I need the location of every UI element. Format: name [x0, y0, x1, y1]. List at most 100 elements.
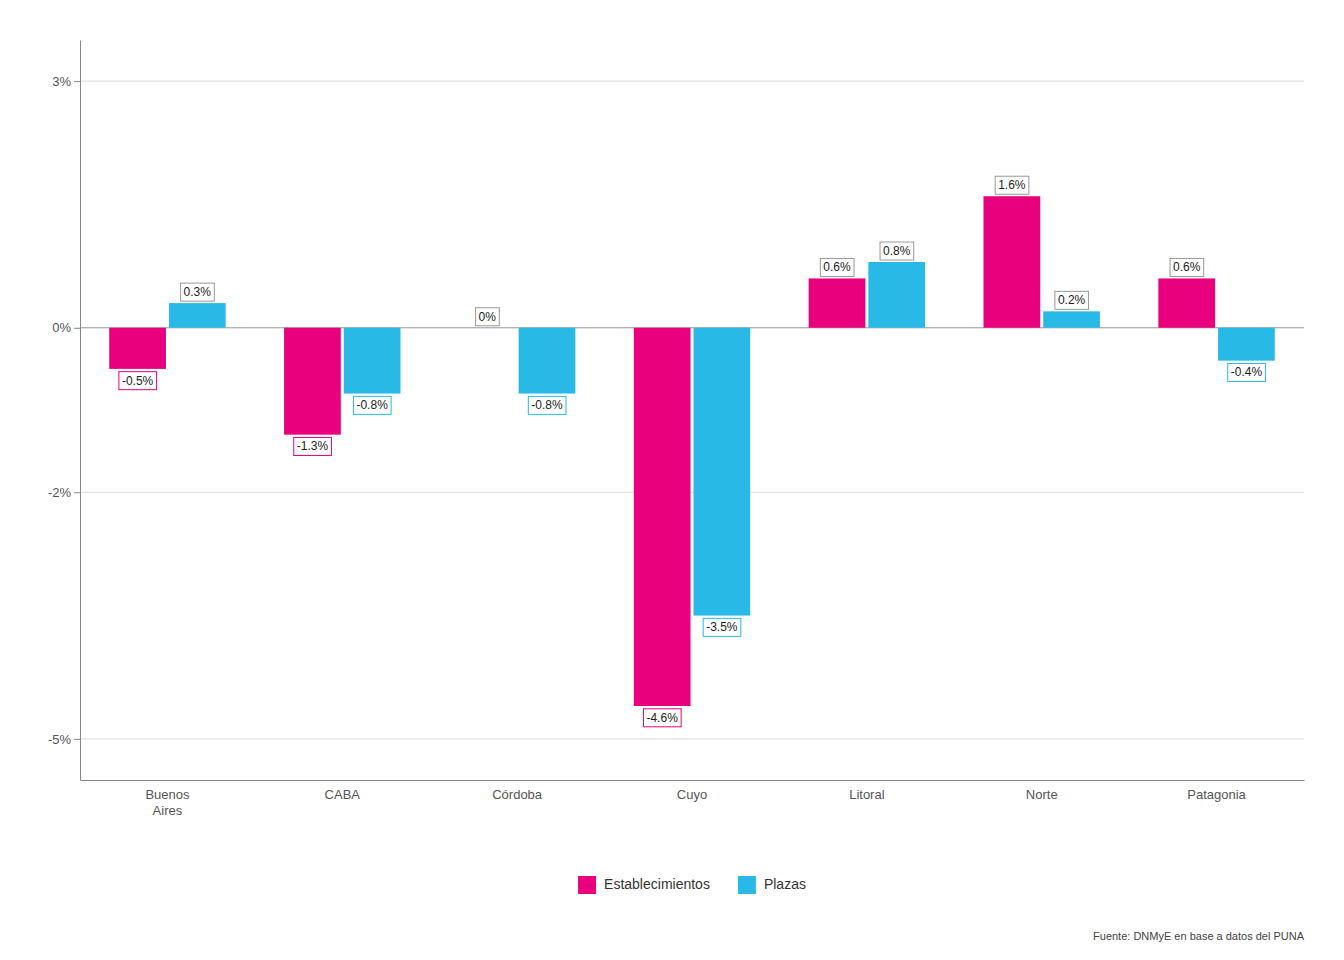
data-label-group: 0.2% [1055, 291, 1089, 309]
grid-line [80, 492, 1304, 493]
chart: -5% -2% 0% 3% BuenosAires CABA Córdoba Cuyo Lito… [0, 0, 1344, 960]
x-tick: Cuyo [677, 787, 707, 802]
data-label-group: -0.5% [119, 372, 157, 390]
legend-label: Establecimientos [604, 876, 710, 892]
data-label: -3.5% [706, 620, 738, 634]
data-label: 0.6% [823, 260, 851, 274]
y-tick: -5% [48, 732, 80, 747]
x-tick-label: BuenosAires [145, 787, 190, 818]
legend-swatch [578, 876, 596, 894]
data-label-group: -0.8% [353, 396, 391, 414]
data-label-box [880, 242, 914, 260]
x-tick: CABA [325, 787, 361, 802]
x-tick-label: Córdoba [492, 787, 543, 802]
bar [459, 327, 516, 328]
data-label-group: -4.6% [643, 709, 681, 727]
data-label-box [703, 618, 741, 636]
plot: -5% -2% 0% 3% BuenosAires CABA Córdoba Cuyo Lito… [48, 41, 1305, 818]
bar [1043, 311, 1100, 327]
bar [519, 328, 576, 394]
y-axis: -5% -2% 0% 3% [48, 41, 81, 781]
y-tick-label: -2% [48, 485, 72, 500]
bar [109, 328, 166, 369]
data-label: 0.6% [1173, 260, 1201, 274]
x-tick: Norte [1026, 787, 1058, 802]
data-label-group: 0.3% [181, 283, 215, 301]
bar [1158, 278, 1215, 327]
data-label-box [1055, 291, 1089, 309]
y-tick: 0% [52, 320, 80, 335]
data-label-group: 0.6% [1170, 258, 1204, 276]
y-tick-label: -5% [48, 732, 72, 747]
data-label-box [528, 396, 566, 414]
x-axis: BuenosAires CABA Córdoba Cuyo Litoral Norte Pa… [81, 781, 1305, 818]
data-label-box [119, 372, 157, 390]
data-label: -1.3% [297, 439, 329, 453]
grid-line [80, 81, 1304, 82]
x-tick-label: Patagonia [1187, 787, 1246, 802]
data-label: 0% [479, 310, 497, 324]
y-tick-mark [74, 81, 80, 82]
bar [344, 328, 401, 394]
x-tick: Córdoba [492, 787, 543, 802]
data-label-group: -1.3% [294, 437, 332, 455]
bar [868, 262, 925, 328]
bar [169, 303, 226, 328]
y-tick: 3% [52, 74, 80, 89]
data-label: -4.6% [646, 711, 678, 725]
bars [109, 196, 1275, 706]
data-label-group: -0.4% [1228, 363, 1266, 381]
legend-item: Plazas [738, 876, 806, 894]
legend-swatch [738, 876, 756, 894]
data-label-group: 0.8% [880, 242, 914, 260]
bar [809, 278, 866, 327]
x-axis-line [81, 780, 1305, 781]
data-label: 1.6% [998, 178, 1026, 192]
x-tick: Litoral [849, 787, 885, 802]
data-label: 0.2% [1058, 293, 1086, 307]
y-axis-line [80, 41, 81, 781]
data-label: -0.4% [1231, 365, 1263, 379]
y-tick: -2% [48, 485, 80, 500]
bar [634, 328, 691, 706]
legend: Establecimientos Plazas [578, 876, 806, 894]
y-tick-mark [74, 739, 80, 740]
y-tick-label: 0% [52, 320, 71, 335]
bar [284, 328, 341, 435]
data-label-group: -3.5% [703, 618, 741, 636]
legend-label: Plazas [764, 876, 806, 892]
data-label-box [353, 396, 391, 414]
data-label-box [294, 437, 332, 455]
x-tick-label: CABA [325, 787, 361, 802]
data-label-group: 1.6% [995, 176, 1029, 194]
data-label: -0.8% [531, 398, 563, 412]
x-tick-label: Cuyo [677, 787, 707, 802]
legend-item: Establecimientos [578, 876, 710, 894]
source-note: Fuente: DNMyE en base a datos del PUNA [1093, 930, 1305, 942]
bar [693, 328, 750, 616]
grid [80, 81, 1304, 739]
bar [1218, 328, 1275, 361]
grid-line [80, 738, 1304, 739]
data-labels: -0.5% -1.3% 0% -4.6% 0.6% 1.6% 0.6% 0.3% -0.8% -0… [119, 176, 1266, 727]
y-tick-mark [74, 328, 80, 329]
data-label-box [1170, 258, 1204, 276]
data-label-box [476, 308, 500, 326]
data-label-box [643, 709, 681, 727]
data-label: -0.8% [356, 398, 388, 412]
data-label-box [181, 283, 215, 301]
data-label-group: 0.6% [820, 258, 854, 276]
grid-line [80, 327, 1304, 328]
y-tick-mark [74, 492, 80, 493]
data-label: 0.3% [184, 285, 212, 299]
bar [983, 196, 1040, 328]
x-tick: Patagonia [1187, 787, 1246, 802]
x-tick-label: Litoral [849, 787, 885, 802]
data-label-group: -0.8% [528, 396, 566, 414]
data-label: -0.5% [122, 374, 154, 388]
y-tick-label: 3% [52, 74, 71, 89]
data-label-box [1228, 363, 1266, 381]
x-tick-label: Norte [1026, 787, 1058, 802]
data-label-box [820, 258, 854, 276]
x-tick: BuenosAires [145, 787, 190, 818]
